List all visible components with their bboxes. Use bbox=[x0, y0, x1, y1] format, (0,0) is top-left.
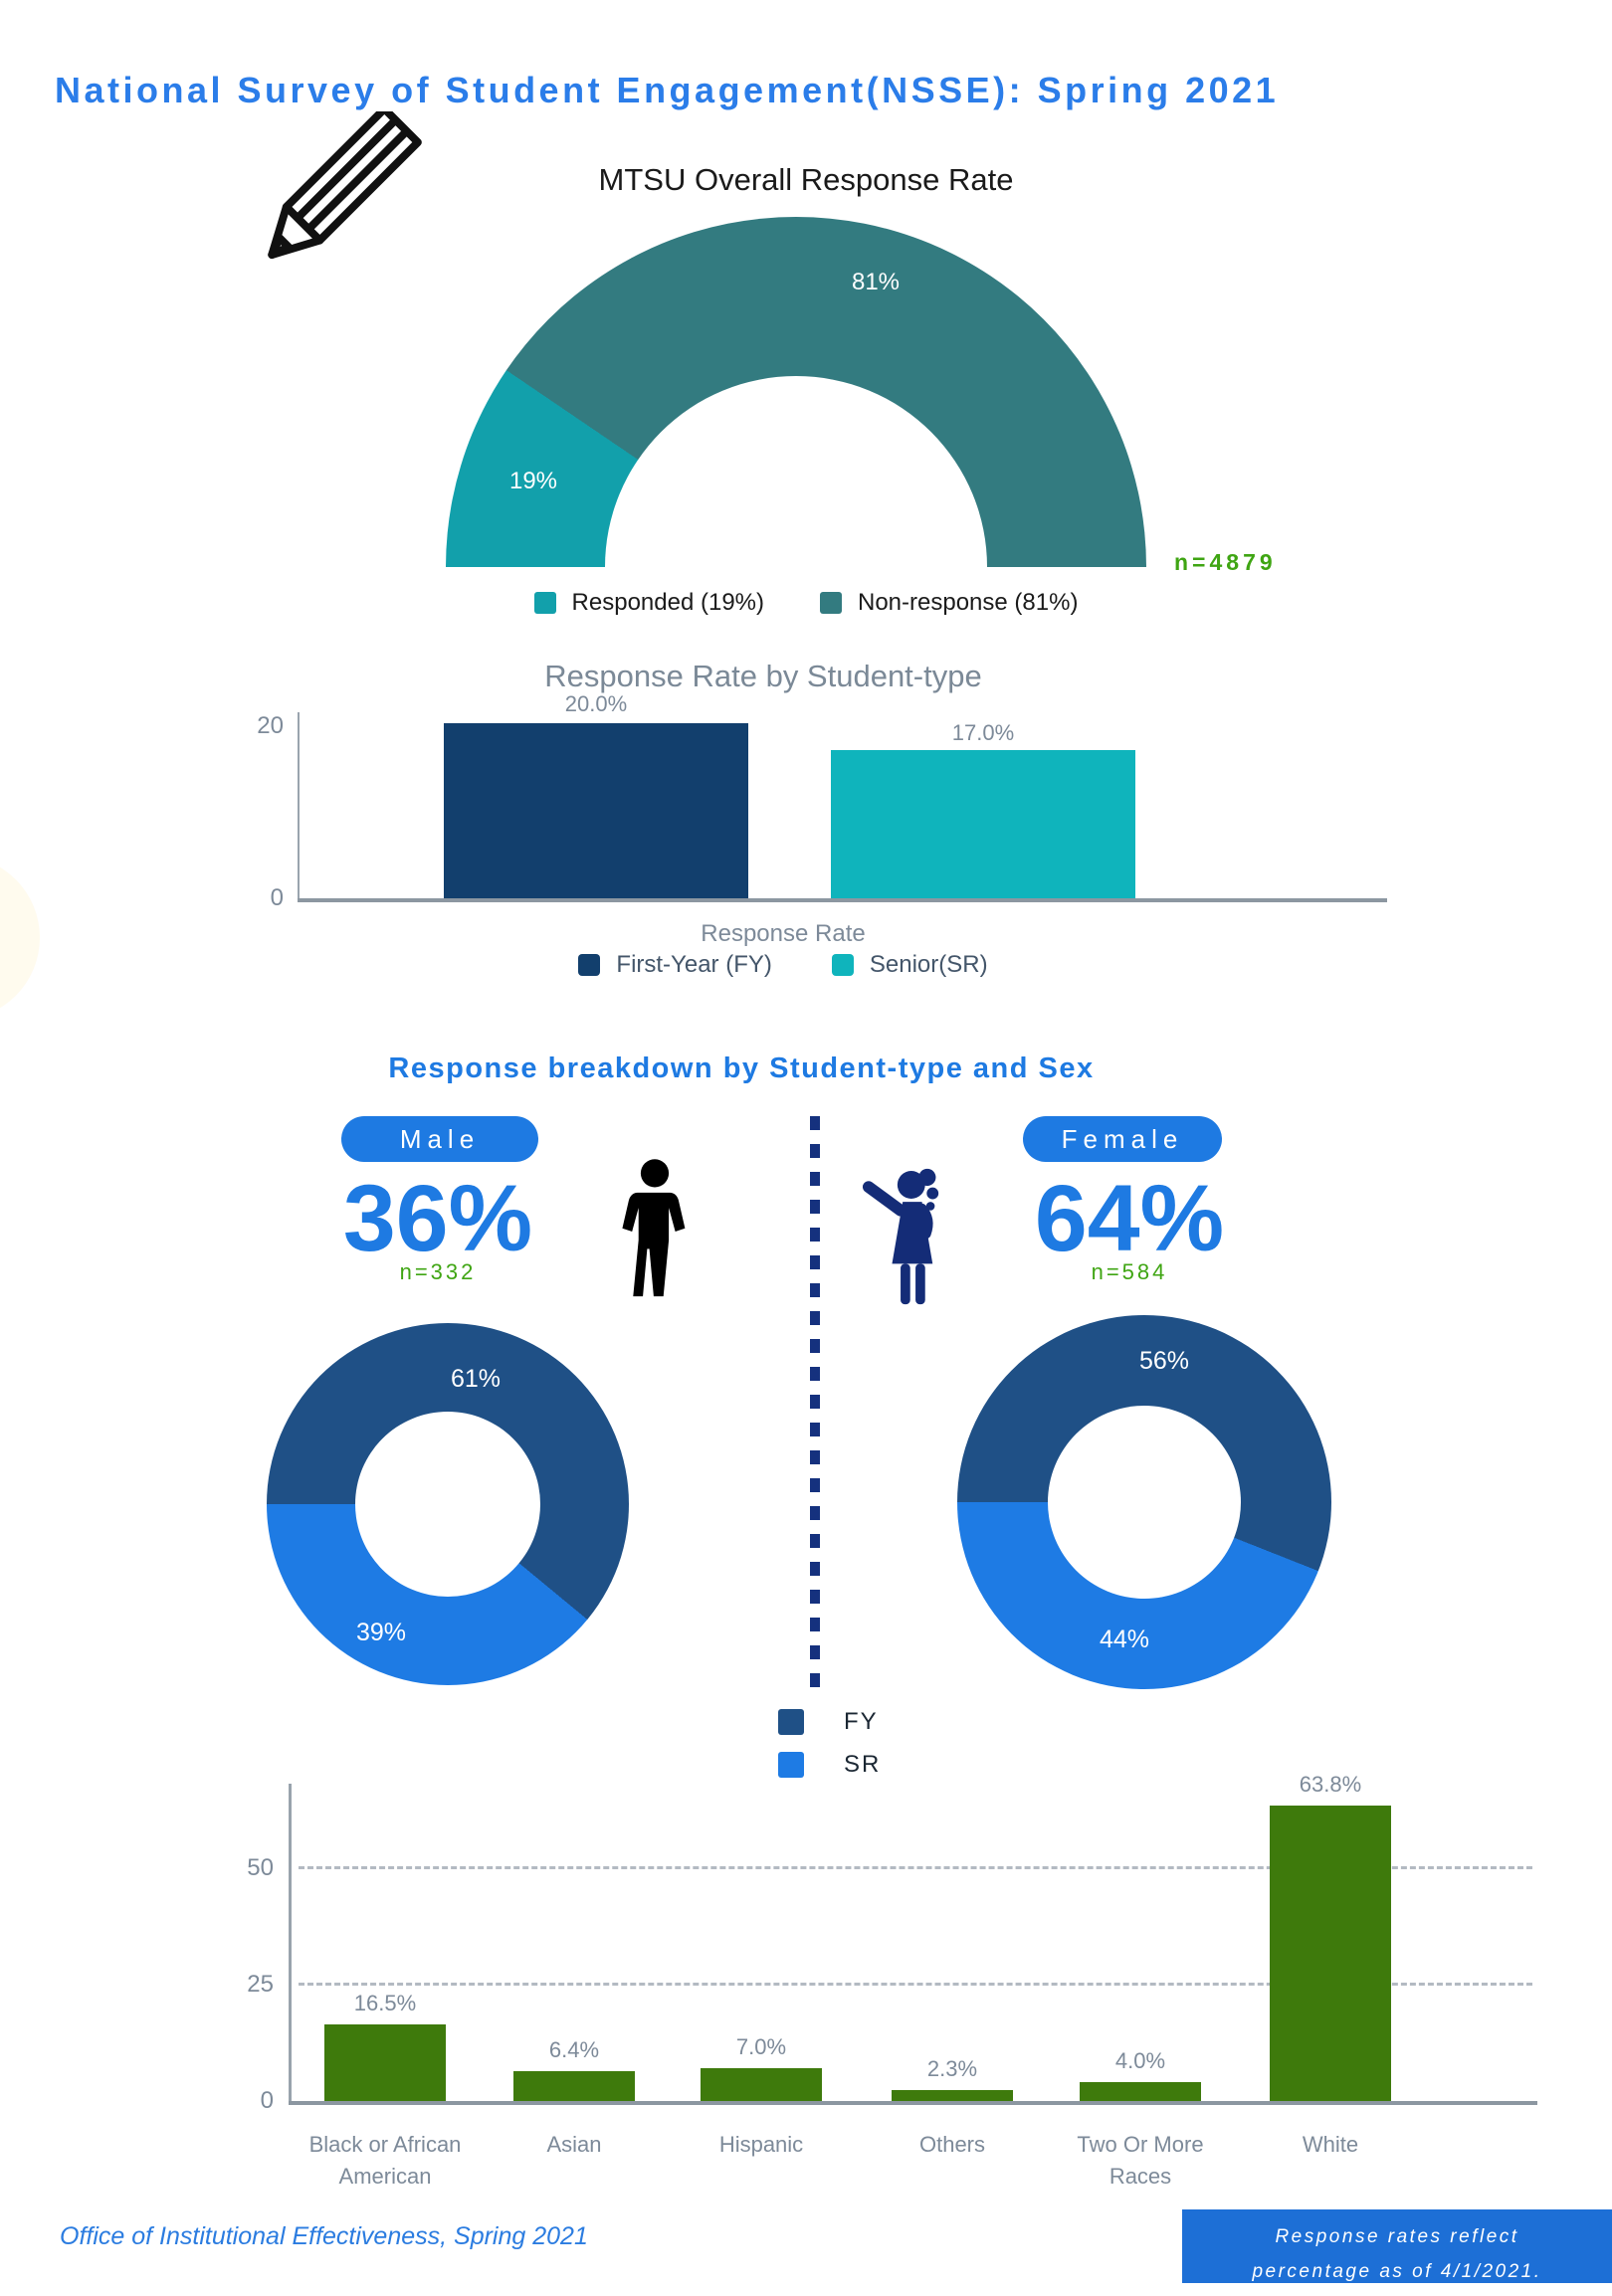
race-value-label-0: 16.5% bbox=[353, 1991, 417, 2015]
y-axis-line bbox=[298, 712, 300, 900]
female-icon bbox=[862, 1168, 939, 1305]
female-pill-label: Female bbox=[1061, 1123, 1184, 1154]
male-donut-label-fy: 61% bbox=[450, 1365, 502, 1393]
x-axis-line bbox=[298, 898, 1387, 902]
female-donut-label-fy: 56% bbox=[1138, 1347, 1190, 1375]
race-bar-others bbox=[892, 2090, 1013, 2101]
race-bar-black-or-african-american bbox=[324, 2024, 446, 2101]
bar-senior bbox=[831, 750, 1135, 899]
race-value-label-5: 63.8% bbox=[1299, 1772, 1362, 1797]
legend-label-sr: SR bbox=[844, 1751, 882, 1778]
male-icon bbox=[622, 1159, 686, 1297]
vertical-divider bbox=[810, 1116, 820, 1688]
fy-swatch bbox=[778, 1709, 804, 1735]
gauge-chart: 81% 19% bbox=[446, 217, 1146, 567]
male-donut-hole bbox=[355, 1412, 540, 1597]
race-value-label-2: 7.0% bbox=[735, 2034, 787, 2059]
race-bar-two-or-more-races bbox=[1080, 2082, 1201, 2101]
race-value-label-1: 6.4% bbox=[548, 2037, 600, 2062]
breakdown-title: Response breakdown by Student-type and S… bbox=[388, 1052, 1095, 1084]
female-donut-label-sr: 44% bbox=[1099, 1626, 1150, 1653]
race-cat-label-1: Asian bbox=[546, 2132, 602, 2157]
race-x-axis-line bbox=[289, 2101, 1537, 2105]
gauge-title: MTSU Overall Response Rate bbox=[598, 162, 1014, 197]
legend-item-senior: Senior(SR) bbox=[831, 951, 988, 979]
legend-item-first-year: First-Year (FY) bbox=[578, 951, 772, 979]
race-value-label-3: 2.3% bbox=[926, 2056, 978, 2081]
nonresponse-swatch bbox=[820, 592, 842, 614]
female-donut-chart: 56% 44% bbox=[957, 1315, 1331, 1689]
footer-note-line1: Response rates reflect bbox=[1275, 2226, 1519, 2247]
race-cat-label-4: Two Or More Races bbox=[1077, 2132, 1204, 2189]
page-title: National Survey of Student Engagement(NS… bbox=[55, 70, 1280, 110]
race-cat-label-2: Hispanic bbox=[718, 2132, 804, 2157]
footer-left-text: Office of Institutional Effectiveness, S… bbox=[60, 2222, 588, 2250]
first-year-swatch bbox=[578, 954, 601, 976]
female-n-label: n=584 bbox=[1091, 1259, 1168, 1284]
male-pill: Male bbox=[341, 1116, 538, 1162]
bar-chart-title: Response Rate by Student-type bbox=[544, 659, 982, 693]
gauge-legend-item-responded: Responded (19%) bbox=[533, 589, 764, 617]
race-cat-label-3: Others bbox=[918, 2132, 986, 2157]
gauge-slice-label-responded: 19% bbox=[508, 468, 558, 494]
legend-item-fy: FY bbox=[778, 1708, 881, 1736]
race-y-tick-25: 25 bbox=[247, 1971, 274, 1998]
race-y-axis-line bbox=[289, 1784, 292, 2104]
footer-note-line2: percentage as of 4/1/2021. bbox=[1252, 2261, 1542, 2283]
male-pill-label: Male bbox=[399, 1123, 481, 1154]
legend-item-sr: SR bbox=[778, 1751, 881, 1779]
x-axis-label: Response Rate bbox=[701, 920, 866, 947]
legend-label-fy: FY bbox=[844, 1708, 879, 1735]
bar-first-year bbox=[444, 723, 748, 899]
race-cat-label-5: White bbox=[1302, 2132, 1359, 2157]
y-tick-20: 20 bbox=[257, 712, 284, 739]
legend-label: Senior(SR) bbox=[869, 951, 988, 978]
gauge-n-label: n=4879 bbox=[1174, 549, 1277, 575]
race-bar-white bbox=[1270, 1806, 1391, 2101]
gauge-slice-label-nonresponse: 81% bbox=[851, 269, 901, 295]
race-y-tick-0: 0 bbox=[260, 2087, 274, 2114]
gridline-50 bbox=[299, 1866, 1532, 1869]
race-bar-hispanic bbox=[701, 2068, 822, 2101]
race-y-tick-50: 50 bbox=[247, 1854, 274, 1881]
senior-swatch bbox=[831, 954, 854, 976]
pencil-icon bbox=[268, 111, 422, 260]
bar-chart-legend: First-Year (FY) Senior(SR) bbox=[0, 951, 1566, 979]
footer-note-box: Response rates reflect percentage as of … bbox=[1182, 2209, 1612, 2283]
gauge-legend-item-nonresponse: Non-response (81%) bbox=[820, 589, 1078, 617]
male-share: 36% bbox=[342, 1166, 533, 1271]
race-cat-label-0: Black or African American bbox=[308, 2132, 462, 2189]
gauge-legend-label: Responded (19%) bbox=[571, 589, 764, 616]
y-tick-0: 0 bbox=[270, 884, 284, 911]
female-pill: Female bbox=[1023, 1116, 1222, 1162]
male-n-label: n=332 bbox=[399, 1259, 477, 1284]
gridline-25 bbox=[299, 1983, 1532, 1986]
male-donut-label-sr: 39% bbox=[355, 1619, 407, 1646]
sr-swatch bbox=[778, 1752, 804, 1778]
race-value-label-4: 4.0% bbox=[1114, 2048, 1166, 2073]
gauge-legend: Responded (19%) Non-response (81%) bbox=[0, 589, 1612, 617]
male-donut-chart: 61% 39% bbox=[267, 1323, 629, 1685]
bar-value-label-fy: 20.0% bbox=[564, 691, 628, 716]
female-share: 64% bbox=[1034, 1166, 1225, 1271]
legend-label: First-Year (FY) bbox=[616, 951, 772, 978]
bar-value-label-sr: 17.0% bbox=[951, 720, 1015, 745]
donut-legend: FY SR bbox=[778, 1708, 881, 1779]
gauge-legend-label: Non-response (81%) bbox=[858, 589, 1079, 616]
race-bar-asian bbox=[513, 2071, 635, 2101]
female-donut-hole bbox=[1048, 1406, 1241, 1599]
decorative-circle bbox=[0, 856, 40, 1020]
responded-swatch bbox=[533, 592, 556, 614]
